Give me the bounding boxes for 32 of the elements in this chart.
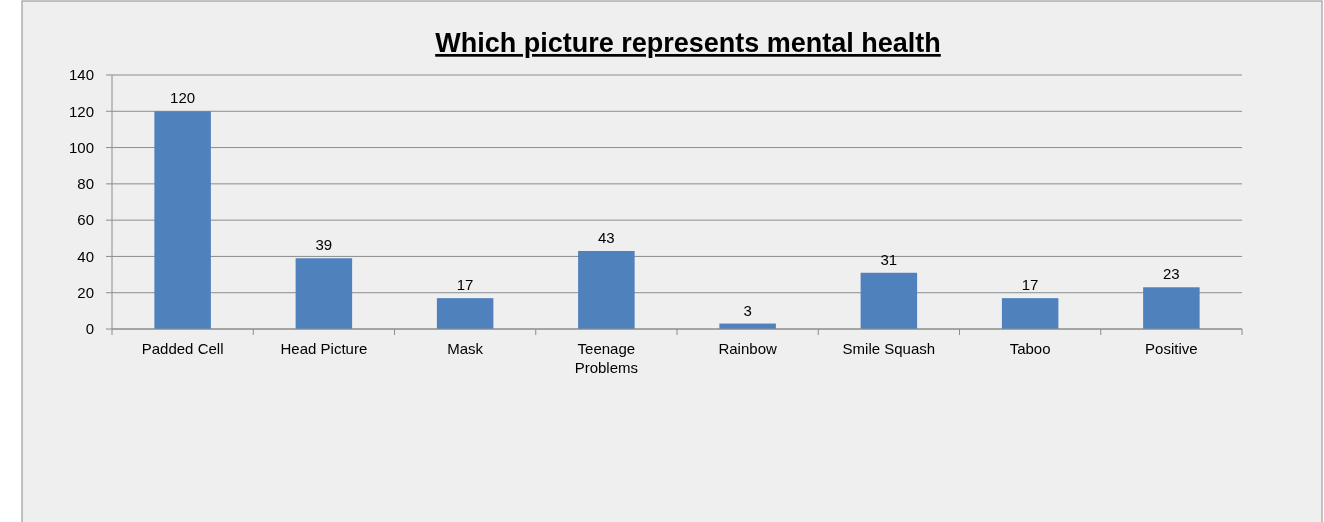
bar bbox=[1143, 287, 1200, 329]
y-tick-label: 80 bbox=[77, 175, 94, 193]
x-tick-label: Head Picture bbox=[280, 340, 368, 357]
data-label: 39 bbox=[315, 236, 333, 254]
data-label: 120 bbox=[170, 89, 196, 107]
bar bbox=[860, 272, 918, 329]
x-tick-label: Smile Squash bbox=[842, 340, 936, 357]
bar bbox=[436, 298, 494, 329]
bar bbox=[1001, 298, 1059, 329]
x-tick-label: Teenage Problems bbox=[574, 340, 639, 376]
bar bbox=[154, 111, 211, 329]
data-label: 23 bbox=[1163, 265, 1180, 283]
x-tick-label: Rainbow bbox=[718, 340, 777, 357]
data-label: 17 bbox=[456, 276, 474, 294]
x-tick-label: Positive bbox=[1145, 340, 1198, 357]
y-tick-label: 120 bbox=[68, 102, 94, 120]
y-tick-label: 100 bbox=[68, 138, 94, 156]
data-label: 17 bbox=[1021, 276, 1039, 294]
y-tick-label: 20 bbox=[77, 283, 94, 301]
x-tick-label: Taboo bbox=[1009, 340, 1051, 357]
data-label: 43 bbox=[598, 228, 615, 246]
x-tick-label: Padded Cell bbox=[141, 340, 224, 357]
chart-title: Which picture represents mental health bbox=[435, 28, 941, 58]
y-tick-label: 0 bbox=[85, 320, 94, 338]
bar bbox=[295, 258, 353, 329]
y-tick-label: 140 bbox=[68, 66, 94, 84]
x-tick-label: Mask bbox=[447, 340, 484, 357]
data-label: 3 bbox=[743, 301, 752, 319]
y-tick-label: 40 bbox=[77, 247, 94, 265]
bar bbox=[578, 250, 635, 329]
y-tick-label: 60 bbox=[77, 211, 94, 229]
data-label: 31 bbox=[880, 250, 898, 268]
